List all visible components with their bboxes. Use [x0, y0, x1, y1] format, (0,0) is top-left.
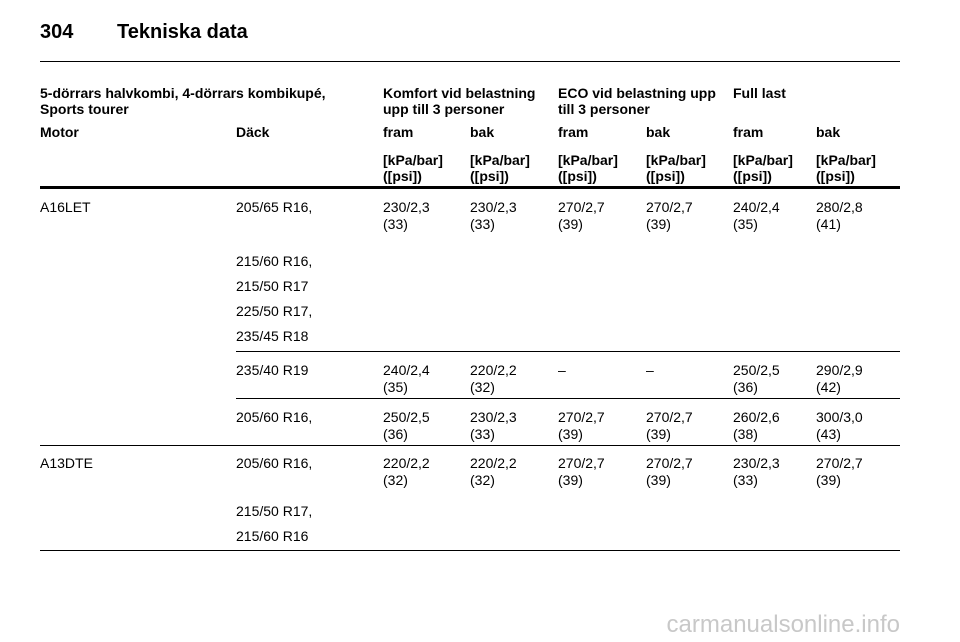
pressure-psi: (39) [646, 216, 671, 232]
pressure-value: 300/3,0 [816, 409, 863, 425]
page-number: 304 [40, 21, 74, 43]
row-rule [40, 550, 900, 551]
pressure-value: 230/2,3 [383, 199, 430, 215]
unit-label: [kPa/bar] [816, 152, 876, 168]
pressure-psi: (43) [816, 426, 841, 442]
pressure-value: 230/2,3 [733, 455, 780, 471]
pressure-value: 270/2,7 [558, 199, 605, 215]
unit-label: [kPa/bar] [383, 152, 443, 168]
column-header: Motor [40, 124, 79, 140]
pressure-value: 270/2,7 [646, 409, 693, 425]
motor: A13DTE [40, 455, 93, 471]
tire-size: 215/50 R17 [236, 278, 309, 294]
unit-label: ([psi]) [646, 168, 685, 184]
pressure-value: 260/2,6 [733, 409, 780, 425]
pressure-value: 270/2,7 [558, 409, 605, 425]
tire-size: 235/40 R19 [236, 362, 309, 378]
pressure-psi: (39) [558, 426, 583, 442]
unit-label: [kPa/bar] [558, 152, 618, 168]
group-header: ECO vid belastning upp till 3 personer [558, 85, 716, 117]
group-header: Komfort vid belastning upp till 3 person… [383, 85, 536, 117]
column-header: bak [646, 124, 671, 140]
pressure-psi: (36) [383, 426, 408, 442]
pressure-value: 270/2,7 [646, 455, 693, 471]
unit-label: [kPa/bar] [646, 152, 706, 168]
pressure-psi: (32) [383, 472, 408, 488]
unit-label: ([psi]) [558, 168, 597, 184]
pressure-psi: (39) [558, 216, 583, 232]
pressure-value: 240/2,4 [383, 362, 430, 378]
unit-label: [kPa/bar] [470, 152, 530, 168]
pressure-psi: (42) [816, 379, 841, 395]
watermark: carmanualsonline.info [666, 611, 900, 638]
pressure-value: 230/2,3 [470, 409, 517, 425]
tire-size: 205/60 R16, [236, 455, 313, 471]
unit-label: ([psi]) [470, 168, 509, 184]
row-rule [236, 351, 900, 352]
row-rule [236, 398, 900, 399]
pressure-psi: (35) [733, 216, 758, 232]
column-header: fram [733, 124, 764, 140]
unit-label: ([psi]) [733, 168, 772, 184]
pressure-psi: (41) [816, 216, 841, 232]
tire-size: 205/65 R16, [236, 199, 313, 215]
pressure-psi: (38) [733, 426, 758, 442]
pressure-psi: (39) [646, 426, 671, 442]
pressure-value: 250/2,5 [383, 409, 430, 425]
pressure-value: 250/2,5 [733, 362, 780, 378]
column-header: fram [558, 124, 589, 140]
column-header: bak [470, 124, 495, 140]
page-title: Tekniska data [117, 21, 248, 43]
pressure-psi: (33) [470, 426, 495, 442]
pressure-value: 220/2,2 [383, 455, 430, 471]
pressure-value: – [646, 362, 654, 378]
unit-label: [kPa/bar] [733, 152, 793, 168]
pressure-psi: (33) [733, 472, 758, 488]
column-header: Däck [236, 124, 270, 140]
pressure-value: 220/2,2 [470, 362, 517, 378]
rule [40, 186, 900, 189]
pressure-psi: (39) [646, 472, 671, 488]
pressure-psi: (32) [470, 472, 495, 488]
pressure-psi: (39) [816, 472, 841, 488]
pressure-psi: (32) [470, 379, 495, 395]
pressure-psi: (35) [383, 379, 408, 395]
column-header: bak [816, 124, 841, 140]
pressure-value: 230/2,3 [470, 199, 517, 215]
pressure-psi: (33) [383, 216, 408, 232]
tire-size: 215/50 R17, [236, 503, 313, 519]
tire-size: 215/60 R16 [236, 528, 309, 544]
pressure-value: 270/2,7 [558, 455, 605, 471]
motor: A16LET [40, 199, 91, 215]
tire-size: 205/60 R16, [236, 409, 313, 425]
group-header: Full last [733, 85, 786, 101]
tire-size: 235/45 R18 [236, 328, 309, 344]
pressure-value: – [558, 362, 566, 378]
pressure-value: 270/2,7 [816, 455, 863, 471]
tire-size: 215/60 R16, [236, 253, 313, 269]
column-header: fram [383, 124, 414, 140]
group-header: 5-dörrars halvkombi, 4-dörrars kombikupé… [40, 85, 326, 117]
pressure-psi: (39) [558, 472, 583, 488]
pressure-value: 280/2,8 [816, 199, 863, 215]
pressure-value: 240/2,4 [733, 199, 780, 215]
pressure-psi: (33) [470, 216, 495, 232]
pressure-value: 220/2,2 [470, 455, 517, 471]
tire-size: 225/50 R17, [236, 303, 313, 319]
unit-label: ([psi]) [816, 168, 855, 184]
unit-label: ([psi]) [383, 168, 422, 184]
rule [40, 61, 900, 62]
pressure-value: 270/2,7 [646, 199, 693, 215]
pressure-psi: (36) [733, 379, 758, 395]
row-rule [40, 445, 900, 446]
pressure-value: 290/2,9 [816, 362, 863, 378]
